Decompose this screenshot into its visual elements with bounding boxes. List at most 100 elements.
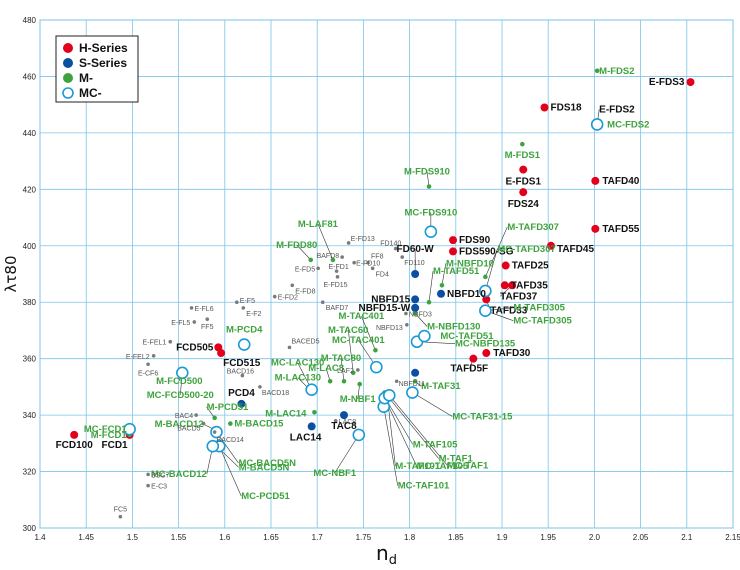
leader-line bbox=[357, 384, 361, 400]
point-h-6 bbox=[482, 295, 491, 304]
point-small-8 bbox=[205, 317, 210, 321]
point-small-24 bbox=[287, 345, 292, 350]
point-label: M-TAC80 bbox=[321, 353, 361, 364]
point-h-0 bbox=[70, 430, 79, 439]
point-s-6 bbox=[437, 289, 446, 298]
x-tick-label: 1.7 bbox=[312, 533, 324, 542]
point-h-9 bbox=[501, 261, 510, 270]
point-s-4 bbox=[411, 295, 420, 304]
grid-lines bbox=[39, 19, 734, 529]
point-label: TAC8 bbox=[331, 421, 357, 432]
point-label: MC-TAC401 bbox=[332, 335, 385, 346]
point-label: TAFD35 bbox=[511, 280, 548, 291]
point-small-20 bbox=[393, 246, 398, 251]
point-label: M-FDS910 bbox=[404, 167, 450, 178]
point-label: MC-LAC130 bbox=[271, 358, 324, 369]
point-small-7 bbox=[192, 320, 197, 324]
x-tick-label: 2.0 bbox=[589, 533, 601, 542]
leader-line bbox=[317, 223, 334, 261]
x-tick-label: 1.45 bbox=[78, 533, 94, 542]
point-m-9 bbox=[341, 378, 347, 384]
point-h-14 bbox=[546, 241, 555, 250]
point-label: BACED5 bbox=[291, 338, 319, 345]
point-label: MC-FDS2 bbox=[607, 119, 649, 130]
point-label: TAFD5F bbox=[451, 364, 489, 375]
point-small-4 bbox=[151, 354, 156, 358]
point-s-5 bbox=[411, 303, 420, 312]
point-h-17 bbox=[591, 224, 600, 233]
axes: 1.4 1.45 1.5 1.55 1.6 1.65 1.7 1.75 1.8 1.85 1.9 1.… bbox=[23, 16, 740, 542]
point-mc-16 bbox=[479, 284, 492, 298]
point-label: M-LAC14 bbox=[265, 408, 307, 419]
point-label: M-NBFD10 bbox=[446, 258, 494, 269]
point-label: BSC7 bbox=[151, 472, 169, 479]
point-label: E-FEL1 bbox=[143, 340, 167, 347]
point-small-29 bbox=[212, 430, 217, 434]
point-m-10 bbox=[312, 409, 317, 415]
x-tick-label: 1.4 bbox=[34, 533, 46, 542]
point-label: NBFD10 bbox=[447, 289, 486, 300]
point-label: E-F2 bbox=[246, 311, 261, 318]
point-s-1 bbox=[307, 422, 316, 431]
y-tick-label: 400 bbox=[23, 242, 37, 251]
point-label: MC-TAFD305 bbox=[513, 316, 572, 327]
point-label: M-TAC401 bbox=[339, 311, 385, 322]
point-label: M-LAC8 bbox=[308, 363, 344, 374]
point-mc-6 bbox=[305, 383, 318, 397]
point-small-28 bbox=[201, 421, 206, 426]
x-tick-label: 1.8 bbox=[404, 533, 416, 542]
point-m-15 bbox=[426, 184, 432, 189]
point-label: TAFD25 bbox=[512, 261, 549, 272]
point-m-2 bbox=[212, 415, 217, 421]
point-label: FDS24 bbox=[508, 199, 540, 210]
point-label: TAFD55 bbox=[602, 224, 639, 235]
point-small-17 bbox=[352, 260, 356, 265]
point-small-22 bbox=[366, 260, 370, 265]
point-label: FC5 bbox=[114, 507, 127, 514]
point-s-0 bbox=[237, 399, 246, 408]
point-label: FCD515 bbox=[223, 358, 261, 369]
point-label: E-FL6 bbox=[195, 306, 214, 313]
point-label: E-FD10 bbox=[356, 261, 380, 268]
point-mc-15 bbox=[418, 329, 431, 343]
point-s-2 bbox=[339, 411, 348, 420]
point-mc-12 bbox=[370, 360, 383, 374]
leader-line bbox=[384, 392, 439, 459]
x-tick-label: 1.6 bbox=[219, 533, 231, 542]
point-s-3 bbox=[411, 270, 420, 278]
point-small-9 bbox=[235, 300, 239, 305]
point-label: MC-BACD12 bbox=[151, 469, 207, 480]
point-m-8 bbox=[327, 378, 333, 384]
point-label: E-FD5 bbox=[295, 266, 315, 273]
point-label: FCD100 bbox=[56, 440, 94, 451]
x-tick-label: 1.65 bbox=[263, 533, 279, 542]
point-label: BACD14 bbox=[217, 437, 244, 444]
point-label: BAFD8 bbox=[317, 253, 340, 260]
point-small-0 bbox=[118, 514, 123, 519]
x-tick-label: 1.9 bbox=[496, 533, 508, 542]
point-label: E-FDS3 bbox=[649, 77, 685, 88]
point-label: MC-FCD1 bbox=[84, 424, 127, 435]
point-mc-5 bbox=[210, 425, 223, 439]
point-mc-17 bbox=[479, 304, 492, 317]
point-m-13 bbox=[308, 257, 314, 263]
x-tick-label: 1.95 bbox=[540, 533, 556, 542]
point-label: M-BACD5N bbox=[239, 462, 290, 473]
data-points bbox=[70, 68, 695, 519]
point-label: NBFD11 bbox=[399, 381, 425, 388]
point-label: M-PCD51 bbox=[207, 402, 249, 413]
point-label: FD140 bbox=[380, 241, 401, 248]
point-label: NBFD15-W bbox=[358, 303, 410, 314]
point-small-13 bbox=[316, 266, 320, 271]
point-m-16 bbox=[373, 347, 378, 353]
point-label: BAFD7 bbox=[326, 305, 349, 312]
point-label: BACD5 bbox=[177, 426, 200, 433]
point-small-23 bbox=[370, 266, 375, 271]
point-label: MC-FDS910 bbox=[404, 208, 457, 219]
point-label: M-TAF101 bbox=[395, 461, 440, 472]
point-mc-11 bbox=[406, 386, 419, 399]
x-axis-label: nd bbox=[376, 541, 397, 568]
leader-line bbox=[414, 313, 428, 327]
point-label: TAFD37 bbox=[500, 291, 537, 302]
